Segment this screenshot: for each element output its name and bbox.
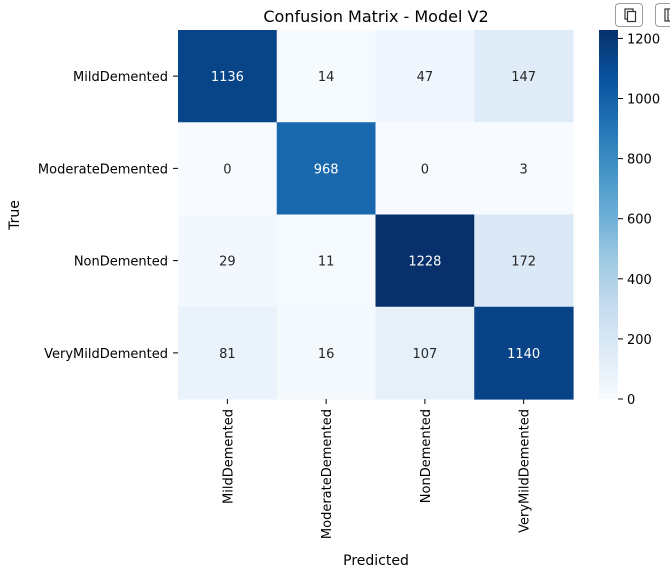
cell-value-label: 47 [417, 70, 434, 85]
colorbar-tick-label: 1200 [627, 32, 660, 47]
cell-value-label: 1140 [507, 347, 540, 362]
colorbar-tick-label: 200 [627, 333, 652, 348]
y-tick-label: ModerateDemented [38, 162, 168, 177]
colorbar-tick-label: 800 [627, 153, 652, 168]
cell-value-label: 0 [421, 162, 429, 177]
heatmap-cell [276, 306, 377, 400]
colorbar-tick-label: 600 [627, 213, 652, 228]
cell-value-label: 81 [219, 347, 236, 362]
panel-button[interactable] [655, 3, 670, 27]
copy-button[interactable] [615, 3, 643, 27]
heatmap-cell [178, 306, 278, 400]
y-tick-label: VeryMildDemented [44, 347, 168, 362]
y-tick-labels: MildDemented ModerateDemented NonDemented V… [38, 70, 178, 362]
chart-title: Confusion Matrix - Model V2 [263, 7, 488, 26]
colorbar-gradient [599, 30, 618, 399]
colorbar-tick-label: 400 [627, 273, 652, 288]
cell-value-label: 172 [511, 255, 536, 270]
x-tick-label: NonDemented [419, 409, 434, 503]
heatmap-cell [375, 122, 475, 216]
x-tick-label: MildDemented [221, 409, 236, 504]
heatmap-cell [474, 30, 574, 123]
colorbar-tick-label: 0 [627, 393, 635, 408]
x-tick-labels: MildDemented ModerateDemented NonDemented V… [221, 399, 533, 539]
cell-value-label: 11 [318, 255, 335, 270]
heatmap-cell [276, 214, 377, 308]
colorbar-tick-label: 1000 [627, 93, 660, 108]
x-tick-label: VeryMildDemented [518, 409, 533, 533]
heatmap-cell [178, 122, 278, 216]
cell-value-label: 107 [412, 347, 437, 362]
heatmap-cell [375, 306, 475, 400]
cell-value-label: 1228 [408, 255, 441, 270]
cell-value-label: 3 [519, 162, 527, 177]
colorbar: 0 200 400 600 800 1000 1200 [599, 30, 660, 408]
heatmap-cell [474, 214, 574, 308]
heatmap-cell [178, 30, 278, 123]
y-tick-label: MildDemented [73, 70, 168, 85]
copy-icon [624, 8, 637, 23]
cell-value-label: 147 [511, 70, 536, 85]
heatmap-cell [375, 214, 475, 308]
cell-value-label: 14 [318, 70, 335, 85]
cell-value-label: 29 [219, 255, 236, 270]
y-axis-label: True [7, 200, 23, 231]
cell-value-label: 0 [223, 162, 231, 177]
cell-value-label: 16 [318, 347, 335, 362]
y-tick-label: NonDemented [74, 255, 168, 270]
x-axis-label: Predicted [343, 553, 409, 569]
panel-icon [664, 8, 670, 22]
heatmap-cells: 1136 14 47 147 0 968 0 3 29 11 1228 172 81 16 107 1140 [178, 30, 574, 400]
heatmap-cell [375, 30, 475, 123]
heatmap-cell [178, 214, 278, 308]
heatmap-cell [276, 30, 377, 123]
x-tick-label: ModerateDemented [320, 409, 335, 539]
heatmap-cell [474, 306, 574, 400]
cell-value-label: 968 [314, 162, 339, 177]
cell-value-label: 1136 [211, 70, 244, 85]
heatmap-cell [474, 122, 574, 216]
heatmap-cell [276, 122, 377, 216]
